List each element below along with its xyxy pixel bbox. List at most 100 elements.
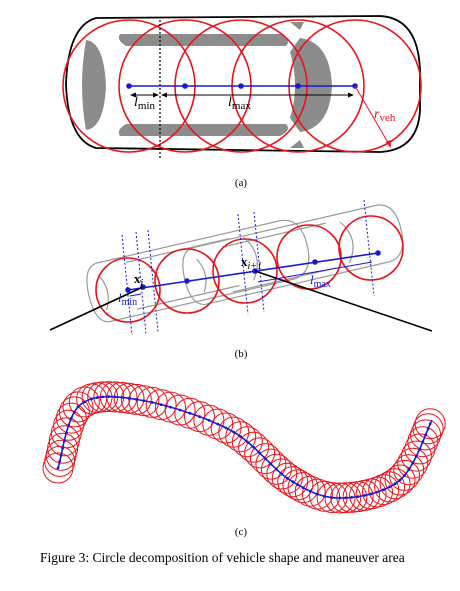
maneuver-path-points bbox=[56, 395, 432, 500]
path-point bbox=[232, 430, 236, 434]
l-max-arrowhead-left bbox=[161, 92, 167, 98]
center-point-3 bbox=[238, 83, 244, 89]
path-point bbox=[350, 496, 354, 499]
path-point bbox=[403, 474, 406, 477]
path-point bbox=[363, 494, 366, 497]
path-point bbox=[398, 478, 402, 482]
path-point bbox=[424, 433, 427, 437]
side-window-top bbox=[118, 34, 288, 46]
axle-line-1a bbox=[121, 234, 133, 336]
sweep-circle bbox=[384, 464, 416, 496]
path-point bbox=[376, 490, 379, 494]
sweep-circle bbox=[324, 482, 356, 514]
panel-c: (c) bbox=[42, 381, 446, 538]
b-l-min-label: lmin bbox=[118, 290, 137, 308]
path-point-3 bbox=[184, 278, 190, 284]
sweep-circle bbox=[128, 385, 160, 417]
mirror-top bbox=[290, 22, 304, 30]
l-min-arrowhead-left bbox=[130, 92, 136, 98]
l-min-label: lmin bbox=[134, 95, 156, 112]
sweep-circle bbox=[244, 437, 276, 469]
panel-b: xi xi+1 lmin lmax (b) bbox=[49, 199, 433, 360]
sweep-circle bbox=[294, 475, 326, 507]
path-point bbox=[252, 445, 256, 449]
path-point bbox=[330, 496, 334, 499]
path-point bbox=[59, 453, 63, 457]
x-i-label: xi bbox=[134, 271, 144, 289]
panel-c-label: (c) bbox=[235, 526, 248, 538]
sweep-circle bbox=[58, 396, 90, 428]
rear-window bbox=[82, 40, 106, 130]
path-point bbox=[142, 399, 146, 403]
path-point bbox=[101, 395, 105, 399]
path-point bbox=[264, 457, 267, 460]
windshield bbox=[290, 38, 332, 132]
l-min-arrowhead-right bbox=[153, 92, 159, 98]
path-point bbox=[421, 440, 425, 444]
sweep-circle bbox=[55, 402, 87, 434]
path-point bbox=[415, 454, 418, 458]
maneuver-circle-1 bbox=[95, 257, 161, 323]
sweep-circle bbox=[145, 389, 177, 421]
path-point bbox=[69, 416, 73, 420]
side-window-bottom bbox=[118, 124, 288, 136]
path-point bbox=[316, 492, 319, 496]
sweep-circle bbox=[404, 433, 436, 465]
sweep-circle bbox=[400, 440, 432, 472]
path-point bbox=[239, 435, 243, 439]
path-point bbox=[426, 427, 430, 431]
sweep-circle bbox=[255, 448, 287, 480]
path-point bbox=[285, 476, 289, 480]
sweep-circle bbox=[260, 453, 292, 485]
axle-line-1c bbox=[147, 229, 159, 333]
path-point bbox=[356, 495, 360, 498]
path-point bbox=[95, 396, 99, 399]
path-point bbox=[107, 395, 111, 398]
path-point bbox=[245, 440, 249, 444]
path-point bbox=[407, 468, 411, 472]
path-point bbox=[428, 422, 432, 426]
center-point-4 bbox=[295, 83, 301, 89]
sweep-circle bbox=[379, 468, 411, 500]
path-point bbox=[369, 492, 373, 496]
path-point bbox=[113, 395, 117, 399]
path-point bbox=[82, 400, 86, 404]
r-veh-label: rveh bbox=[374, 107, 396, 124]
sweep-circle bbox=[225, 421, 257, 453]
panel-a-label: (a) bbox=[235, 177, 248, 189]
path-point bbox=[127, 396, 131, 400]
maneuver-circle-5 bbox=[338, 215, 404, 281]
maneuver-circle-3 bbox=[212, 238, 278, 304]
path-point bbox=[198, 415, 201, 418]
radius-arrowhead bbox=[385, 140, 391, 148]
path-point bbox=[382, 488, 386, 491]
sweep-circle bbox=[238, 431, 270, 463]
sweep-circle bbox=[412, 413, 444, 445]
sweep-circle bbox=[407, 426, 439, 458]
x-i1-label: xi+1 bbox=[241, 254, 262, 272]
sweep-circle bbox=[53, 409, 85, 441]
panel-a: lmin lmax rveh (a) bbox=[62, 15, 422, 189]
path-point bbox=[90, 397, 93, 401]
axle-line-3a bbox=[363, 199, 375, 297]
b-l-max-arrow bbox=[257, 261, 373, 283]
figure-caption: Figure 3: Circle decomposition of vehicl… bbox=[40, 550, 405, 565]
b-l-min-arrow bbox=[129, 293, 142, 297]
sweep-circle bbox=[397, 447, 429, 479]
path-point bbox=[56, 466, 60, 470]
path-point-5 bbox=[312, 259, 318, 265]
sweep-circle bbox=[287, 472, 319, 504]
path-point bbox=[134, 398, 138, 401]
path-point bbox=[323, 494, 326, 498]
path-point bbox=[67, 423, 70, 427]
trajectory-line-left bbox=[49, 286, 144, 331]
b-l-max-label: lmax bbox=[310, 272, 331, 290]
sweep-circle bbox=[113, 382, 145, 414]
axle-line-1b bbox=[135, 231, 147, 335]
path-point bbox=[296, 483, 300, 487]
path-point bbox=[61, 446, 64, 450]
path-point bbox=[388, 485, 391, 489]
vehicle-body-outline bbox=[65, 15, 421, 153]
path-point bbox=[344, 496, 348, 500]
mirror-bottom bbox=[290, 140, 304, 148]
